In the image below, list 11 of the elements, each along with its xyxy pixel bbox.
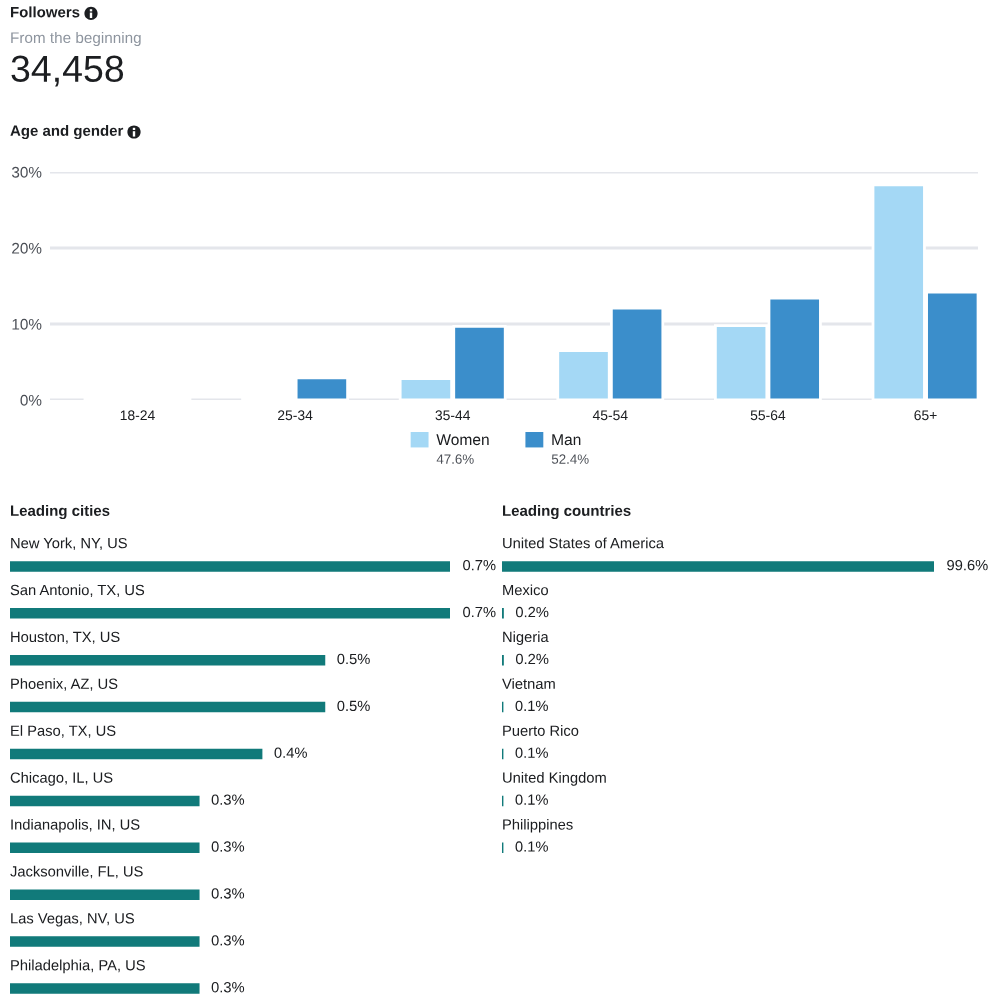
bar [10,654,326,666]
bar [10,889,200,900]
text: 34,458 [11,55,124,87]
bar [10,748,263,760]
bar [10,842,200,854]
bar [10,608,450,619]
bar [10,701,326,713]
bar [10,936,200,947]
bar [10,983,200,994]
bar [10,561,450,572]
bar [10,795,200,807]
